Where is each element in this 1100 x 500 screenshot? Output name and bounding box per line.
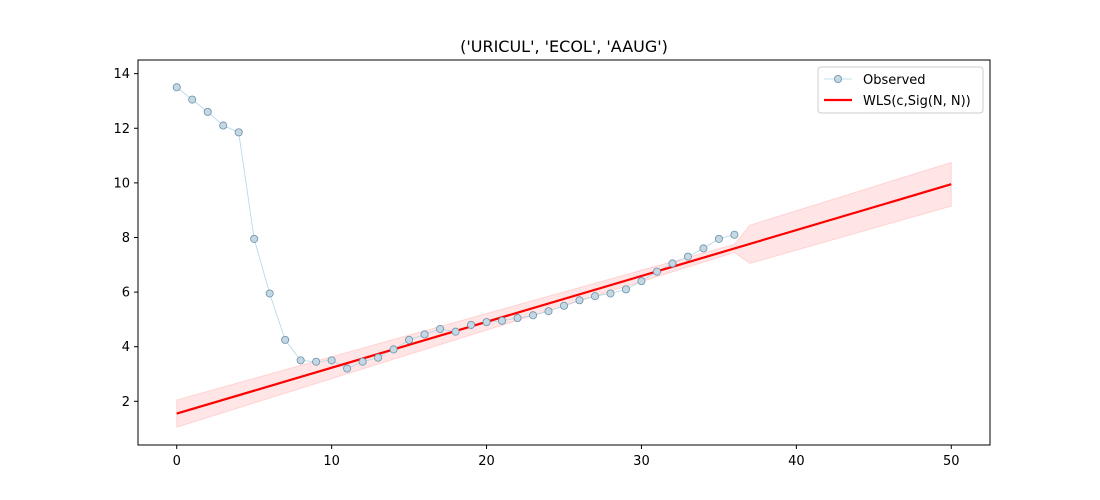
legend: Observed WLS(c,Sig(N, N))	[817, 66, 984, 114]
observed-point	[652, 267, 661, 276]
x-tick-label: 30	[633, 454, 650, 469]
y-tick-label: 14	[113, 67, 130, 82]
observed-point	[482, 318, 491, 327]
wls-fit-line	[176, 183, 952, 415]
y-tick-label: 4	[122, 340, 130, 355]
observed-point	[343, 364, 352, 373]
observed-point	[405, 335, 414, 344]
observed-point	[714, 234, 723, 243]
legend-frame	[817, 66, 984, 114]
observed-point	[529, 311, 538, 320]
x-tick-label: 0	[173, 454, 181, 469]
x-tick-label: 50	[943, 454, 960, 469]
observed-point	[730, 230, 739, 239]
y-tick-label: 6	[122, 286, 130, 301]
observed-point	[234, 128, 243, 137]
observed-point	[467, 320, 476, 329]
observed-point	[358, 357, 367, 366]
axes-frame	[137, 59, 991, 446]
observed-point	[683, 252, 692, 261]
observed-point	[637, 277, 646, 286]
y-tick-label: 12	[113, 122, 130, 137]
observed-point	[699, 244, 708, 253]
observed-point	[575, 296, 584, 305]
observed-point	[312, 357, 321, 366]
observed-point	[451, 327, 460, 336]
y-tick-label: 2	[122, 395, 130, 410]
observed-point	[327, 356, 336, 365]
observed-point	[513, 314, 522, 323]
observed-point	[219, 121, 228, 130]
x-tick-label: 40	[788, 454, 805, 469]
observed-point	[265, 289, 274, 298]
observed-point	[203, 107, 212, 116]
observed-point	[544, 307, 553, 316]
legend-wls-label: WLS(c,Sig(N, N))	[863, 94, 971, 109]
plot-area: 0 10 20 30 40 50 2 4 6 8 10 12 14	[113, 59, 991, 469]
observed-point	[560, 301, 569, 310]
observed-point	[172, 83, 181, 92]
legend-observed-label: Observed	[863, 73, 926, 88]
confidence-band	[176, 161, 952, 428]
observed-point	[374, 353, 383, 362]
observed-point	[420, 330, 429, 339]
observed-point	[250, 234, 259, 243]
observed-point	[590, 292, 599, 301]
x-tick-label: 20	[478, 454, 495, 469]
chart-title: ('URICUL', 'ECOL', 'AAUG')	[460, 37, 668, 56]
y-tick-label: 10	[113, 176, 130, 191]
observed-point	[498, 316, 507, 325]
observed-point	[621, 285, 630, 294]
observed-point	[188, 95, 197, 104]
observed-point	[668, 259, 677, 268]
y-tick-label: 8	[122, 231, 130, 246]
observed-point	[436, 324, 445, 333]
observed-point	[296, 356, 305, 365]
observed-point	[606, 289, 615, 298]
observed-point	[389, 345, 398, 354]
observed-point	[281, 335, 290, 344]
x-tick-label: 10	[323, 454, 340, 469]
legend-observed-marker	[834, 75, 843, 84]
